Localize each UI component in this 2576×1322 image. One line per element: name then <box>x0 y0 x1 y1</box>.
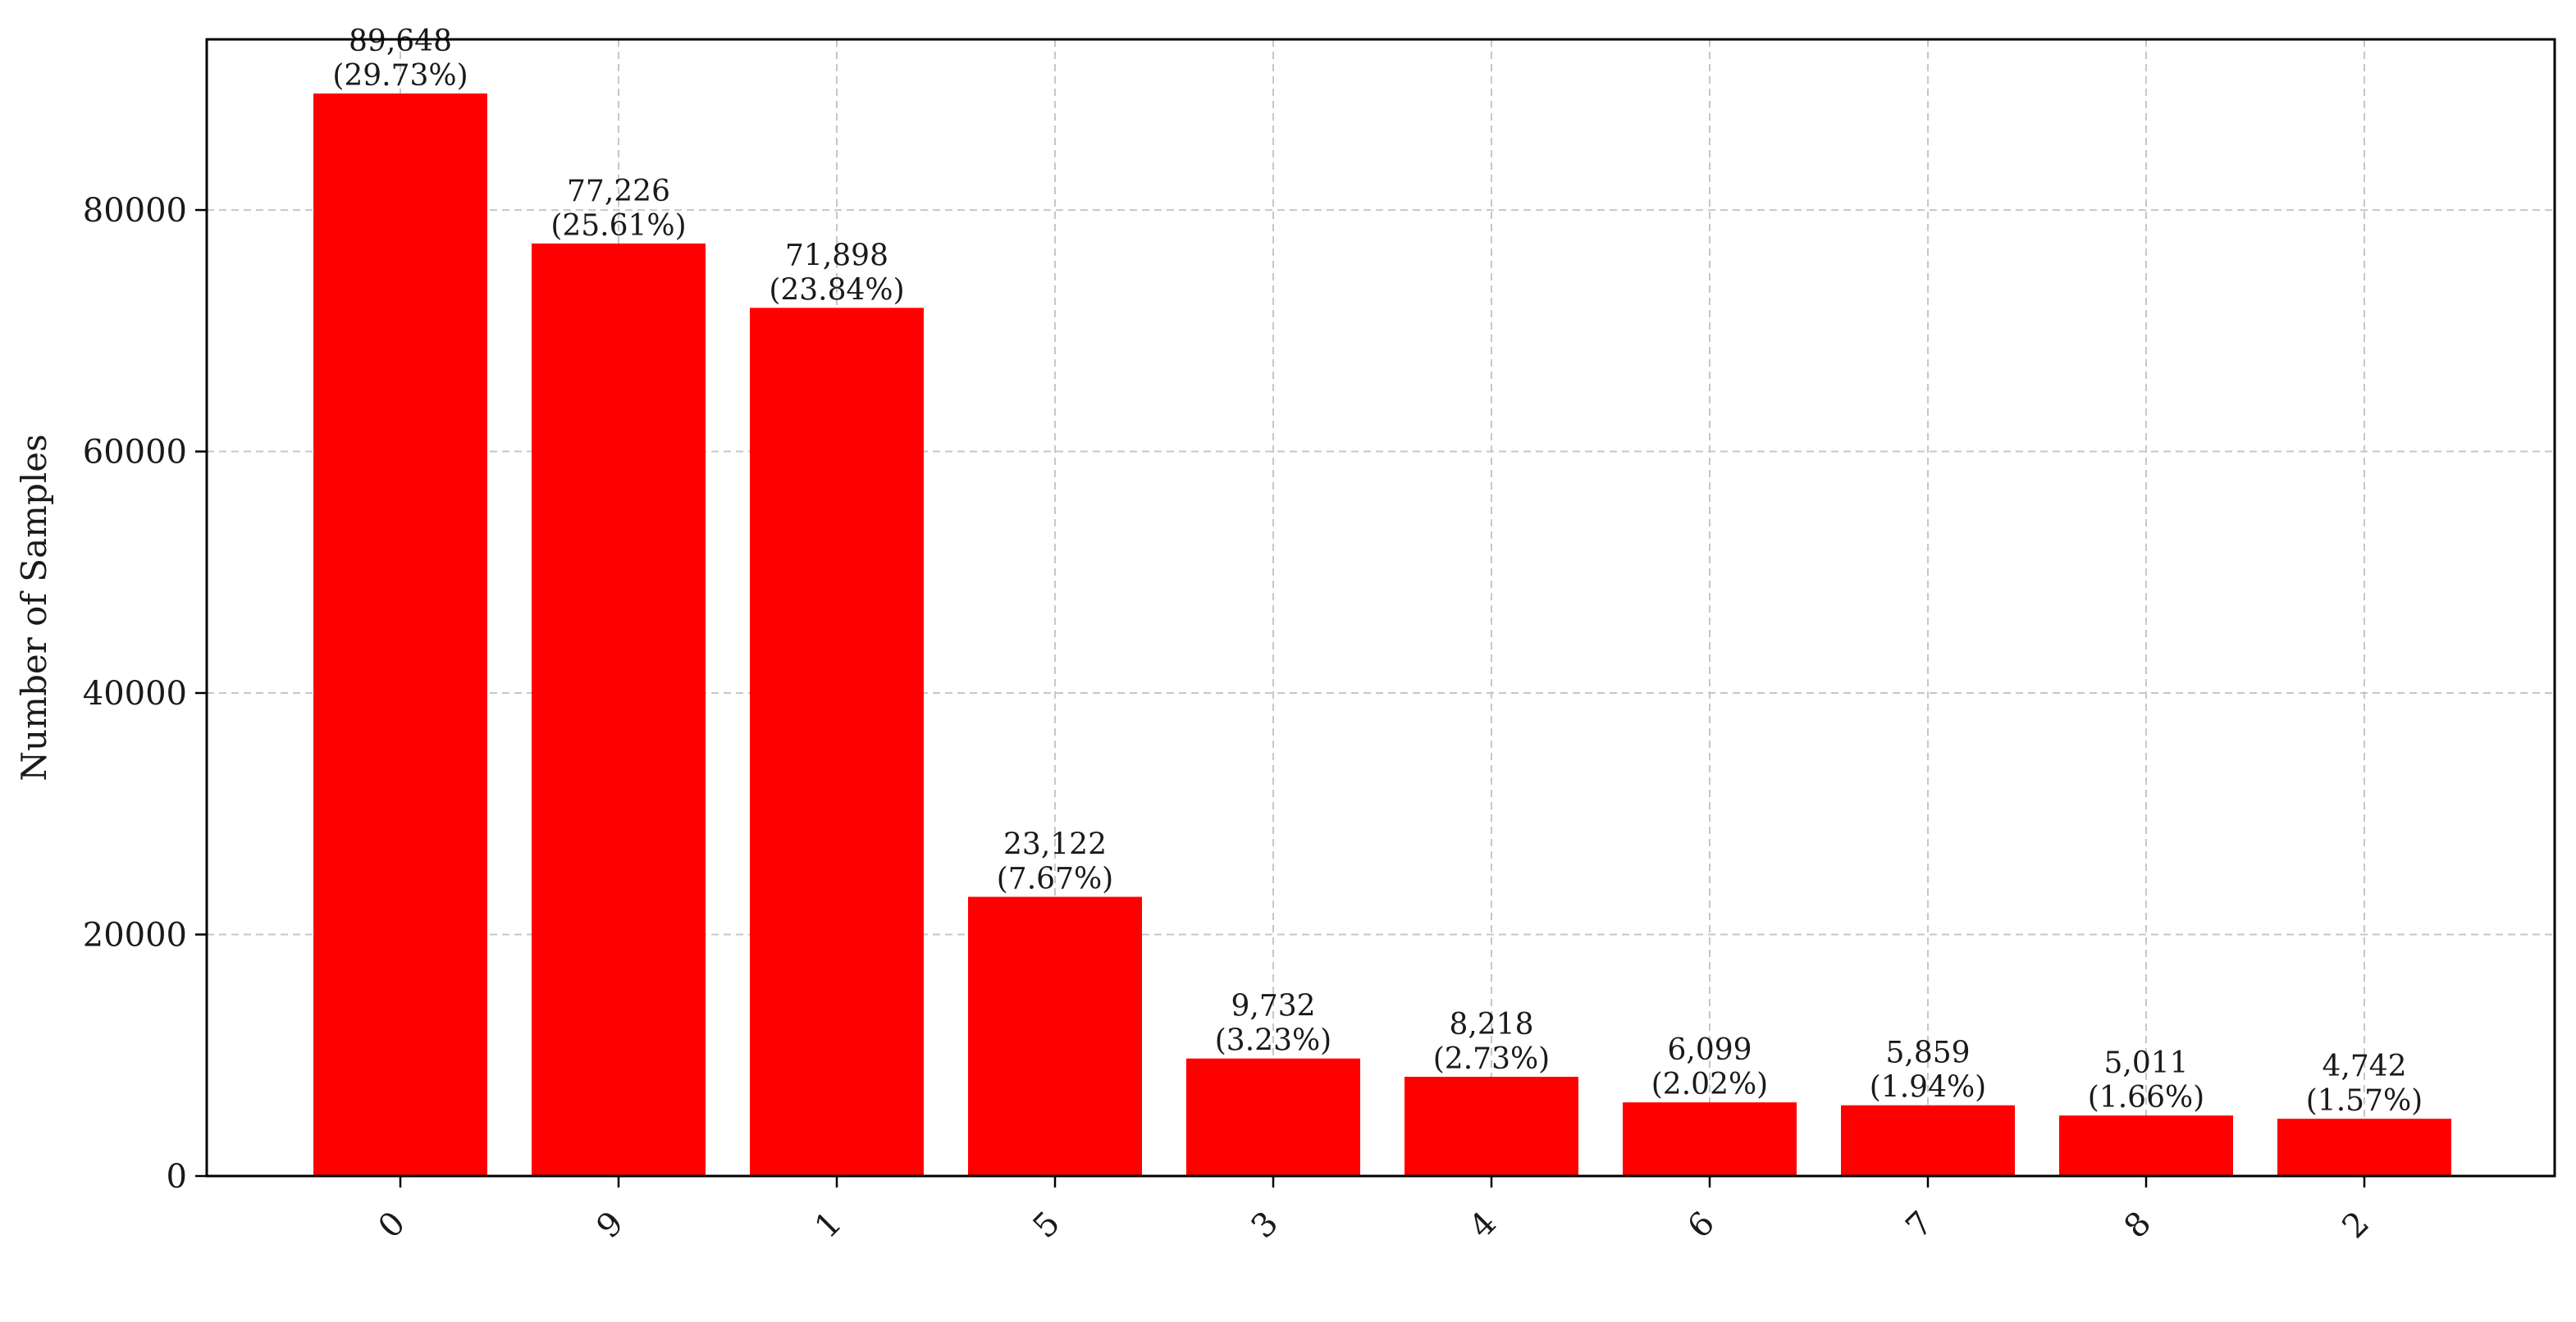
x-axis: 0 9 1 5 3 4 6 7 8 2 <box>372 1176 2377 1246</box>
bar-value-labels: 89,648(29.73%) 77,226(25.61%) 71,898(23.84… <box>332 25 2423 1118</box>
y-tick-label: 60000 <box>83 434 187 472</box>
plot-frame <box>205 38 2556 1178</box>
bar <box>750 308 924 1176</box>
bar-count-label: 5,859 <box>1885 1037 1970 1070</box>
bar <box>1841 1105 2015 1176</box>
x-tick-label: 3 <box>1245 1205 1286 1247</box>
bar-percent-label: (1.57%) <box>2306 1084 2423 1118</box>
y-axis-title: Number of Samples <box>14 434 54 781</box>
x-tick-label: 7 <box>1899 1205 1941 1247</box>
bar <box>2059 1115 2233 1176</box>
bar-count-label: 4,742 <box>2322 1050 2406 1083</box>
x-tick-label: 1 <box>808 1205 850 1247</box>
bar <box>313 93 487 1176</box>
bar <box>1623 1102 1797 1176</box>
bar-percent-label: (2.02%) <box>1651 1068 1768 1101</box>
bar-count-label: 6,099 <box>1667 1033 1752 1067</box>
bar-percent-label: (1.66%) <box>2088 1081 2204 1115</box>
y-tick-label: 20000 <box>83 917 187 955</box>
x-tick-label: 2 <box>2336 1205 2377 1247</box>
bar-percent-label: (29.73%) <box>332 59 468 93</box>
y-axis: 0 20000 40000 60000 80000 <box>83 192 207 1196</box>
bar-percent-label: (25.61%) <box>550 209 686 243</box>
bar <box>1404 1076 1578 1176</box>
bar-count-label: 23,122 <box>1003 828 1107 862</box>
y-tick-label: 40000 <box>83 675 187 713</box>
bar-count-label: 77,226 <box>567 175 670 208</box>
bar <box>1186 1058 1360 1176</box>
bar-percent-label: (7.67%) <box>997 863 1113 896</box>
x-tick-label: 4 <box>1463 1205 1505 1247</box>
x-tick-label: 6 <box>1681 1205 1723 1247</box>
bar <box>968 896 1142 1176</box>
bar-percent-label: (3.23%) <box>1215 1024 1331 1058</box>
grid <box>207 39 2555 1176</box>
bar-count-label: 8,218 <box>1449 1008 1533 1042</box>
x-tick-label: 8 <box>2117 1205 2159 1247</box>
x-tick-label: 5 <box>1026 1205 1068 1247</box>
y-tick-label: 80000 <box>83 192 187 230</box>
y-tick-label: 0 <box>167 1158 187 1196</box>
bar-count-label: 89,648 <box>349 25 452 58</box>
x-tick-label: 0 <box>372 1205 413 1247</box>
bar-count-label: 71,898 <box>785 239 888 272</box>
bar <box>532 243 706 1176</box>
bars <box>313 93 2451 1176</box>
bar-percent-label: (23.84%) <box>769 273 904 307</box>
bar-percent-label: (2.73%) <box>1433 1042 1550 1076</box>
bar-count-label: 9,732 <box>1231 990 1315 1023</box>
bar-percent-label: (1.94%) <box>1870 1071 1986 1105</box>
bar-count-label: 5,011 <box>2103 1046 2188 1080</box>
x-tick-label: 9 <box>590 1205 632 1247</box>
bar <box>2277 1119 2451 1176</box>
